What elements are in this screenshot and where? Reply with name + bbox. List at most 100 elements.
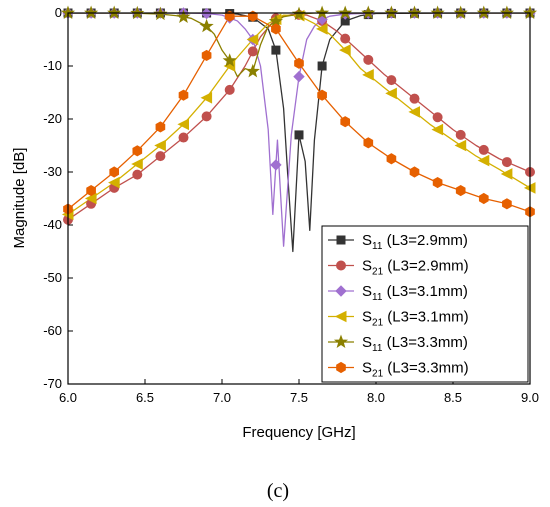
markers-layer (60, 5, 538, 225)
series-2-marker (201, 111, 212, 122)
series-6-marker (178, 89, 189, 101)
legend-label-rest: (L3=3.1mm) (383, 309, 468, 326)
legend-label-main: S (362, 334, 372, 351)
series-5-marker (222, 53, 237, 67)
series-6-marker (86, 184, 96, 197)
series-6-marker (224, 10, 235, 22)
y-tick-label: 0 (55, 5, 62, 20)
series-6-marker (386, 153, 397, 165)
series-1-marker (271, 45, 281, 55)
legend-label-rest: (L3=2.9mm) (382, 232, 467, 249)
legend-entry-3: S11 (L3=3.1mm) (362, 283, 468, 303)
series-2-marker (363, 54, 374, 65)
x-tick-label: 8.0 (367, 390, 385, 405)
legend-label-main: S (362, 258, 372, 275)
series-6-marker (132, 145, 143, 157)
series-6-marker (340, 116, 351, 128)
series-6-marker (271, 23, 281, 35)
x-tick-label: 6.5 (136, 390, 154, 405)
legend-label-rest: (L3=3.1mm) (382, 283, 467, 300)
y-tick-label: -10 (43, 58, 62, 73)
x-tick-label: 9.0 (521, 390, 539, 405)
series-4-marker (408, 106, 420, 118)
series-5-marker (199, 18, 214, 33)
series-2-marker (340, 33, 351, 44)
legend-marker (336, 260, 346, 271)
series-4-marker (177, 118, 189, 131)
series-2-marker (455, 129, 466, 140)
y-axis-title: Magnitude [dB] (11, 148, 28, 249)
series-4-marker (385, 87, 397, 100)
legend-entry-6: S21 (L3=3.3mm) (362, 360, 469, 380)
legend-label-main: S (362, 283, 372, 300)
legend-marker (335, 285, 347, 297)
legend-label-rest: (L3=2.9mm) (383, 258, 468, 275)
series-4-marker (500, 168, 513, 180)
legend-box (321, 225, 529, 383)
figure-caption: (c) (267, 480, 289, 502)
legend-label-rest: (L3=3.3mm) (383, 360, 468, 377)
series-6-marker (409, 166, 420, 178)
series-6-marker (317, 89, 327, 101)
series-4-marker (477, 154, 490, 167)
legend-label-main: S (362, 309, 372, 326)
series-6-marker (247, 10, 258, 22)
series-2-marker (132, 169, 143, 180)
series-2-marker (478, 144, 489, 155)
legend-marker (336, 361, 346, 374)
series-6-marker (363, 137, 374, 149)
series-6-marker (455, 184, 466, 197)
series-line-3 (68, 13, 530, 247)
plot-frame (67, 12, 531, 385)
legend-label-rest: (L3=3.3mm) (382, 334, 467, 351)
series-2-marker (155, 151, 166, 162)
series-2-marker (501, 157, 512, 168)
series-4-marker (431, 123, 444, 136)
legend-label-sub: 21 (372, 267, 384, 278)
series-4-marker (454, 139, 467, 152)
series-6-marker (201, 49, 212, 61)
legend-marker (336, 235, 346, 245)
series-line-4 (68, 14, 530, 215)
legend-marker (334, 310, 347, 323)
y-tick-label: -20 (43, 111, 62, 126)
series-4-marker (315, 23, 328, 35)
series-6-marker (432, 177, 443, 189)
series-line-6 (68, 15, 530, 213)
legend-label-main: S (362, 360, 372, 377)
legend-entry-1: S11 (L3=2.9mm) (362, 232, 468, 252)
legend-label-main: S (362, 232, 372, 249)
y-tick-label: -60 (43, 323, 62, 338)
series-1-marker (317, 61, 327, 71)
series-2-marker (247, 46, 258, 57)
x-tick-label: 7.5 (290, 390, 308, 405)
series-2-marker (409, 93, 420, 104)
legend-entry-2: S21 (L3=2.9mm) (362, 258, 469, 278)
series-2-marker (224, 84, 235, 95)
axis-ticks: 6.0 6.5 7.0 7.5 8.0 8.5 9.0 0 -10 -20 -30 -40 -50 -60… (43, 5, 539, 405)
y-tick-label: -30 (43, 164, 62, 179)
x-tick-label: 7.0 (213, 390, 231, 405)
legend-marker (333, 334, 349, 349)
legend-entry-5: S11 (L3=3.3mm) (362, 334, 468, 354)
series-2-marker (432, 112, 443, 123)
series-2-marker (178, 132, 189, 143)
legend: S11 (L3=2.9mm)S21 (L3=2.9mm)S11 (L3=3.1m… (321, 225, 529, 383)
series-5-marker (245, 63, 260, 78)
series-4-marker (362, 69, 374, 81)
series-2-marker (386, 75, 397, 86)
x-axis-title: Frequency [GHz] (242, 424, 355, 441)
series-5-marker (176, 9, 191, 23)
series-4-marker (246, 33, 259, 46)
series-4-marker (154, 139, 166, 152)
series-4-marker (200, 91, 213, 104)
series-6-marker (109, 166, 120, 178)
legend-label-sub: 11 (372, 241, 383, 252)
series-6-marker (155, 121, 166, 133)
legend-label-sub: 11 (372, 292, 383, 303)
series-3-marker (270, 159, 282, 171)
y-tick-label: -40 (43, 217, 62, 232)
series-6-marker (294, 57, 304, 69)
series-6-marker (502, 198, 512, 210)
